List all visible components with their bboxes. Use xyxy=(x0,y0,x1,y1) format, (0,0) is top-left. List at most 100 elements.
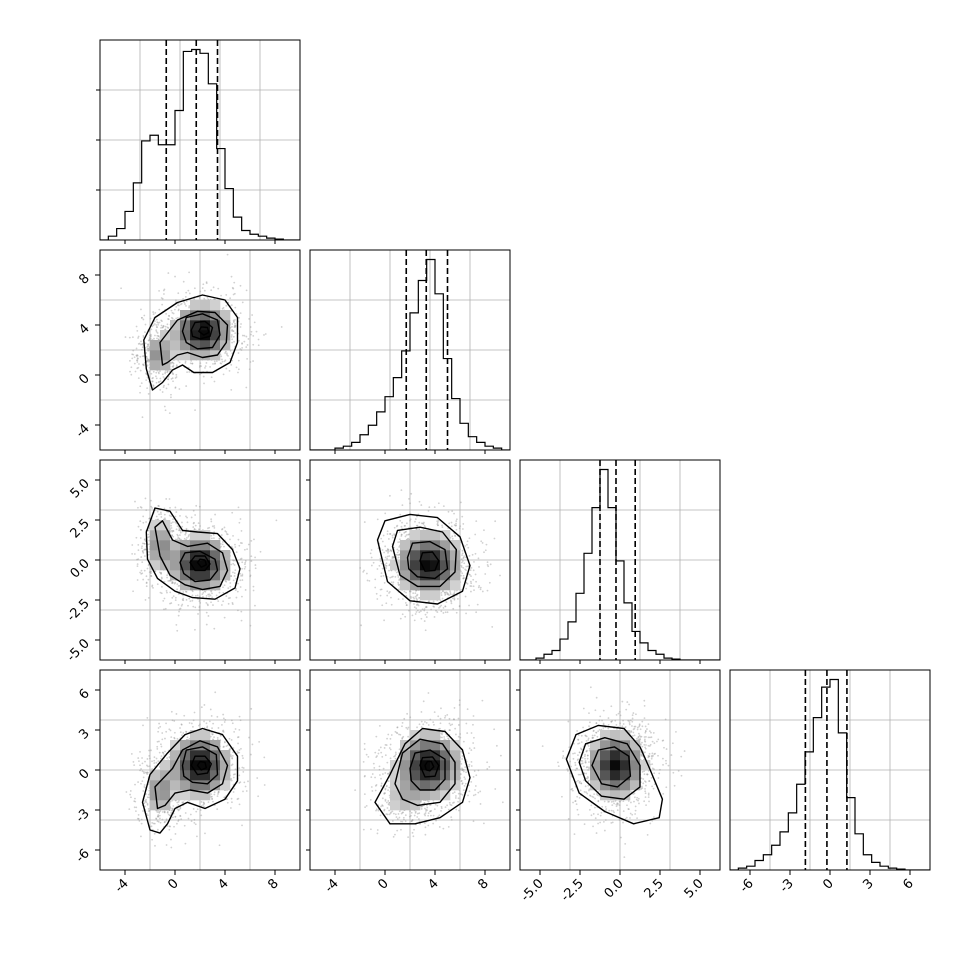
scatter-point xyxy=(446,592,449,595)
scatter-point xyxy=(183,301,186,304)
scatter-point xyxy=(142,364,145,367)
scatter-point xyxy=(163,518,165,521)
scatter-point xyxy=(170,602,173,604)
scatter-point xyxy=(229,747,232,750)
scatter-point xyxy=(164,371,167,374)
scatter-point xyxy=(234,569,237,572)
scatter-point xyxy=(238,715,241,718)
scatter-point xyxy=(206,726,208,729)
scatter-point xyxy=(221,528,224,530)
scatter-point xyxy=(250,333,252,336)
scatter-point xyxy=(199,364,201,367)
density-cell xyxy=(150,360,161,371)
scatter-point xyxy=(201,287,204,289)
scatter-point xyxy=(425,606,428,609)
scatter-point xyxy=(232,534,234,537)
scatter-point xyxy=(216,795,219,798)
scatter-point xyxy=(233,564,236,566)
scatter-point xyxy=(196,594,199,597)
scatter-point xyxy=(139,520,142,523)
scatter-point xyxy=(173,737,176,740)
scatter-point xyxy=(230,764,233,767)
scatter-point xyxy=(142,363,145,366)
scatter-point xyxy=(239,312,242,315)
scatter-point xyxy=(220,545,222,548)
scatter-point xyxy=(220,355,223,358)
scatter-point xyxy=(148,543,151,546)
scatter-point xyxy=(178,538,181,541)
scatter-point xyxy=(192,526,195,528)
scatter-point xyxy=(161,373,164,376)
scatter-point xyxy=(225,531,228,533)
scatter-point xyxy=(161,732,164,734)
scatter-point xyxy=(223,545,225,548)
scatter-point xyxy=(230,563,233,566)
scatter-point xyxy=(175,623,178,626)
scatter-point xyxy=(149,336,152,338)
scatter-point xyxy=(421,608,424,611)
scatter-point xyxy=(228,737,231,740)
scatter-point xyxy=(205,281,208,284)
scatter-point xyxy=(180,723,183,726)
scatter-point xyxy=(148,339,150,342)
scatter-point xyxy=(170,378,173,380)
density-cell xyxy=(170,790,181,801)
scatter-point xyxy=(143,542,146,545)
scatter-point xyxy=(168,828,171,831)
scatter-point xyxy=(386,594,389,597)
scatter-point xyxy=(189,600,192,603)
scatter-point xyxy=(142,336,145,339)
contours-2-0 xyxy=(145,507,241,600)
scatter-point xyxy=(146,387,149,390)
density-cell xyxy=(170,750,181,761)
scatter-point xyxy=(213,791,216,794)
scatter-point xyxy=(230,336,233,338)
scatter-point xyxy=(418,521,421,524)
scatter-point xyxy=(144,599,147,601)
scatter-point xyxy=(198,598,201,601)
scatter-point xyxy=(241,824,243,827)
scatter-point xyxy=(214,691,217,694)
scatter-point xyxy=(238,544,241,547)
density-cell xyxy=(220,760,231,771)
scatter-point xyxy=(178,584,181,587)
histogram-panel-0 xyxy=(100,40,300,240)
scatter-point xyxy=(173,736,176,739)
scatter-point xyxy=(142,335,145,337)
scatter-point xyxy=(409,519,411,522)
scatter-point xyxy=(175,317,178,320)
density-cell xyxy=(150,530,161,541)
scatter-point xyxy=(174,275,176,278)
scatter-point xyxy=(259,550,262,553)
scatter-point xyxy=(182,599,185,602)
scatter-point xyxy=(217,793,219,795)
scatter-point xyxy=(222,600,225,603)
scatter-point xyxy=(167,272,170,274)
scatter-point xyxy=(203,805,205,808)
scatter-point xyxy=(136,565,139,568)
scatter-point xyxy=(396,548,399,551)
scatter-point xyxy=(246,344,249,346)
scatter-point xyxy=(226,353,228,356)
density-cell xyxy=(150,770,161,781)
scatter-point xyxy=(481,590,484,593)
scatter-point xyxy=(172,365,175,368)
scatter-point xyxy=(153,323,156,325)
scatter-point xyxy=(458,605,461,608)
scatter-point xyxy=(174,538,177,541)
scatter-point xyxy=(155,757,158,760)
scatter-point xyxy=(243,334,246,337)
scatter-point xyxy=(454,524,457,527)
scatter-point xyxy=(179,731,182,734)
scatter-point xyxy=(124,336,127,338)
scatter-point xyxy=(164,607,167,610)
scatter-point xyxy=(163,580,166,583)
scatter-point xyxy=(155,371,158,374)
scatter-point xyxy=(432,605,435,608)
scatter-point xyxy=(157,504,160,507)
scatter-point xyxy=(232,287,235,290)
scatter-point xyxy=(213,736,215,739)
scatter-point xyxy=(239,719,242,722)
scatter-point xyxy=(159,821,162,824)
scatter-point xyxy=(131,357,134,360)
